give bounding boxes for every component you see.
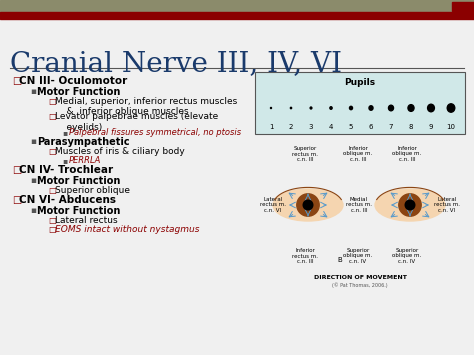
Ellipse shape <box>310 107 312 109</box>
Text: Lateral
rectus m.
c.n. VI: Lateral rectus m. c.n. VI <box>260 197 286 213</box>
Text: ▪: ▪ <box>62 155 67 165</box>
Text: ▪: ▪ <box>30 137 36 146</box>
Text: □: □ <box>48 112 56 121</box>
Text: Motor Function: Motor Function <box>37 87 120 97</box>
Ellipse shape <box>297 194 319 216</box>
Text: Levator palpebrae muscles (elevate
    eyelids): Levator palpebrae muscles (elevate eyeli… <box>55 112 218 132</box>
Text: □: □ <box>48 186 56 195</box>
Text: Superior oblique: Superior oblique <box>55 186 130 195</box>
Text: Pupils: Pupils <box>345 78 375 87</box>
Text: Motor Function: Motor Function <box>37 206 120 215</box>
Text: 5: 5 <box>349 124 353 130</box>
Text: DIRECTION OF MOVEMENT: DIRECTION OF MOVEMENT <box>314 275 406 280</box>
FancyBboxPatch shape <box>255 140 465 270</box>
Text: ▪: ▪ <box>30 176 36 185</box>
Text: □: □ <box>48 97 56 106</box>
Text: CN III- Oculomotor: CN III- Oculomotor <box>19 76 127 86</box>
Text: ▪: ▪ <box>62 127 67 137</box>
Text: 1: 1 <box>269 124 273 130</box>
Text: Motor Function: Motor Function <box>37 176 120 186</box>
Text: PERRLA: PERRLA <box>69 155 101 165</box>
Text: Superior
oblique m.
c.n. IV: Superior oblique m. c.n. IV <box>343 248 373 264</box>
Text: Superior
oblique m.
c.n. IV: Superior oblique m. c.n. IV <box>392 248 422 264</box>
Ellipse shape <box>291 107 292 109</box>
Text: ▪: ▪ <box>30 206 36 215</box>
Ellipse shape <box>349 106 353 110</box>
Text: CN VI- Abducens: CN VI- Abducens <box>19 195 116 204</box>
Text: Medial
rectus m.
c.n. III: Medial rectus m. c.n. III <box>346 197 372 213</box>
Bar <box>452 2 474 11</box>
Ellipse shape <box>330 107 332 109</box>
Text: Inferior
oblique m.
c.n. III: Inferior oblique m. c.n. III <box>343 146 373 162</box>
Text: B: B <box>337 257 342 263</box>
Text: □: □ <box>48 147 56 155</box>
Text: 3: 3 <box>309 124 313 130</box>
Text: □: □ <box>12 76 21 86</box>
Ellipse shape <box>405 200 415 210</box>
Text: 7: 7 <box>389 124 393 130</box>
Text: (© Pat Thomas, 2006.): (© Pat Thomas, 2006.) <box>332 282 388 288</box>
Text: CN IV- Trochlear: CN IV- Trochlear <box>19 165 113 175</box>
Ellipse shape <box>399 194 421 216</box>
Text: 9: 9 <box>429 124 433 130</box>
Text: Parasympathetic: Parasympathetic <box>37 137 129 147</box>
Text: □: □ <box>12 195 21 204</box>
Ellipse shape <box>303 200 313 210</box>
Ellipse shape <box>369 106 373 110</box>
Text: 4: 4 <box>329 124 333 130</box>
Ellipse shape <box>389 105 393 111</box>
Text: 10: 10 <box>447 124 456 130</box>
Ellipse shape <box>447 104 455 112</box>
Bar <box>0 0 474 12</box>
Text: 8: 8 <box>409 124 413 130</box>
Text: 6: 6 <box>369 124 373 130</box>
Text: Superior
rectus m.
c.n. III: Superior rectus m. c.n. III <box>292 146 318 162</box>
Text: Cranial Nerve III, IV, VI: Cranial Nerve III, IV, VI <box>10 50 342 77</box>
Text: □: □ <box>48 215 56 225</box>
Text: Inferior
rectus m.
c.n. III: Inferior rectus m. c.n. III <box>292 248 318 264</box>
Text: ▪: ▪ <box>30 87 36 96</box>
Text: Palpebral fissures symmetrical, no ptosis: Palpebral fissures symmetrical, no ptosi… <box>69 127 241 137</box>
Text: Lateral
rectus m.
c.n. VI: Lateral rectus m. c.n. VI <box>434 197 460 213</box>
Ellipse shape <box>408 105 414 111</box>
Ellipse shape <box>375 189 445 221</box>
Text: □: □ <box>12 165 21 175</box>
Bar <box>0 12 474 19</box>
FancyBboxPatch shape <box>255 72 465 134</box>
Text: 2: 2 <box>289 124 293 130</box>
Text: Muscles of iris & ciliary body: Muscles of iris & ciliary body <box>55 147 185 155</box>
Text: Lateral rectus: Lateral rectus <box>55 215 118 225</box>
Ellipse shape <box>271 108 272 109</box>
Text: Medial, superior, inferior rectus muscles
    &  inferior oblique muscles: Medial, superior, inferior rectus muscle… <box>55 97 237 116</box>
Ellipse shape <box>273 189 343 221</box>
Ellipse shape <box>428 104 434 112</box>
Text: Inferior
oblique m.
c.n. III: Inferior oblique m. c.n. III <box>392 146 422 162</box>
Text: □: □ <box>48 225 56 234</box>
Text: EOMS intact without nystagmus: EOMS intact without nystagmus <box>55 225 200 234</box>
